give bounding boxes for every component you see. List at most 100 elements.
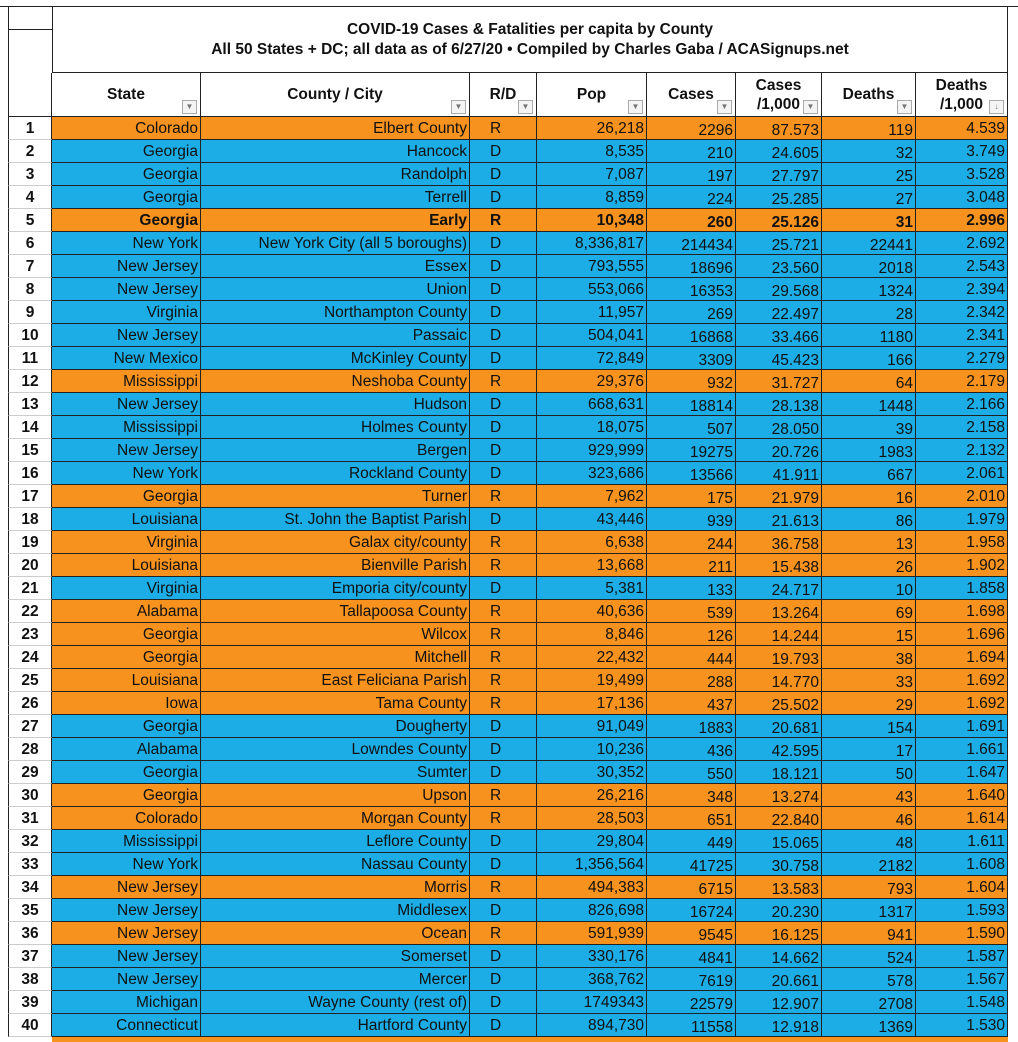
cell-deaths[interactable]: 1324 <box>822 278 916 301</box>
cell-party[interactable]: D <box>470 186 537 209</box>
cell-state[interactable]: New Jersey <box>52 278 201 301</box>
cell-population[interactable]: 43,446 <box>537 508 647 531</box>
cell-cases-per-1000[interactable]: 16.125 <box>736 922 822 945</box>
cell-cases-per-1000[interactable]: 21.979 <box>736 485 822 508</box>
header-deaths-per-1000[interactable]: Deaths /1,000 ↓ <box>916 73 1008 117</box>
cell-cases-per-1000[interactable]: 28.138 <box>736 393 822 416</box>
cell-population[interactable]: 19,499 <box>537 669 647 692</box>
cell-deaths-per-1000[interactable]: 2.341 <box>916 324 1008 347</box>
cell-county[interactable]: Randolph <box>201 163 470 186</box>
cell-cases-per-1000[interactable]: 27.797 <box>736 163 822 186</box>
cell-party[interactable]: R <box>470 922 537 945</box>
cell-cases-per-1000[interactable]: 25.721 <box>736 232 822 255</box>
cell-row-number[interactable]: 30 <box>8 784 52 807</box>
cell-row-number[interactable]: 23 <box>8 623 52 646</box>
cell-state[interactable]: New Jersey <box>52 945 201 968</box>
cell-population[interactable]: 22,432 <box>537 646 647 669</box>
cell-state[interactable]: Alabama <box>52 600 201 623</box>
cell-deaths[interactable]: 10 <box>822 577 916 600</box>
cell-cases-per-1000[interactable]: 13.583 <box>736 876 822 899</box>
cell-population[interactable]: 91,049 <box>537 715 647 738</box>
cell-party[interactable]: R <box>470 209 537 232</box>
cell-state[interactable]: Virginia <box>52 531 201 554</box>
cell-population[interactable]: 26,218 <box>537 117 647 140</box>
cell-deaths-per-1000[interactable]: 2.279 <box>916 347 1008 370</box>
cell-row-number[interactable]: 9 <box>8 301 52 324</box>
cell-county[interactable]: Neshoba County <box>201 370 470 393</box>
cell-cases[interactable]: 939 <box>647 508 736 531</box>
cell-state[interactable]: Georgia <box>52 784 201 807</box>
cell-deaths-per-1000[interactable]: 1.647 <box>916 761 1008 784</box>
cell-party[interactable]: R <box>470 531 537 554</box>
cell-state[interactable]: Iowa <box>52 692 201 715</box>
header-cases[interactable]: Cases ▼ <box>647 73 736 117</box>
cell-population[interactable]: 28,503 <box>537 807 647 830</box>
cell-population[interactable]: 1,356,564 <box>537 853 647 876</box>
cell-deaths-per-1000[interactable]: 2.394 <box>916 278 1008 301</box>
cell-party[interactable]: D <box>470 439 537 462</box>
cell-state[interactable]: Virginia <box>52 301 201 324</box>
cell-cases[interactable]: 3309 <box>647 347 736 370</box>
cell-party[interactable]: R <box>470 876 537 899</box>
cell-row-number[interactable]: 2 <box>8 140 52 163</box>
cell-cases-per-1000[interactable]: 14.244 <box>736 623 822 646</box>
cell-population[interactable]: 793,555 <box>537 255 647 278</box>
cell-cases-per-1000[interactable]: 13.264 <box>736 600 822 623</box>
cell-county[interactable]: Essex <box>201 255 470 278</box>
cell-deaths-per-1000[interactable]: 2.010 <box>916 485 1008 508</box>
cell-deaths[interactable]: 31 <box>822 209 916 232</box>
cell-deaths-per-1000[interactable]: 3.749 <box>916 140 1008 163</box>
cell-deaths[interactable]: 22441 <box>822 232 916 255</box>
cell-row-number[interactable]: 22 <box>8 600 52 623</box>
cell-deaths[interactable]: 27 <box>822 186 916 209</box>
cell-population[interactable]: 29,804 <box>537 830 647 853</box>
cell-deaths-per-1000[interactable]: 1.608 <box>916 853 1008 876</box>
cell-row-number[interactable]: 24 <box>8 646 52 669</box>
cell-state[interactable]: Louisiana <box>52 554 201 577</box>
cell-party[interactable]: D <box>470 853 537 876</box>
cell-county[interactable]: Somerset <box>201 945 470 968</box>
cell-party[interactable]: D <box>470 301 537 324</box>
cell-county[interactable]: Dougherty <box>201 715 470 738</box>
cell-state[interactable]: Georgia <box>52 186 201 209</box>
cell-party[interactable]: D <box>470 830 537 853</box>
cell-cases-per-1000[interactable]: 22.497 <box>736 301 822 324</box>
cell-cases[interactable]: 9545 <box>647 922 736 945</box>
cell-cases-per-1000[interactable]: 42.595 <box>736 738 822 761</box>
cell-population[interactable]: 368,762 <box>537 968 647 991</box>
cell-cases-per-1000[interactable]: 20.230 <box>736 899 822 922</box>
cell-cases[interactable]: 133 <box>647 577 736 600</box>
cell-population[interactable]: 5,381 <box>537 577 647 600</box>
cell-deaths-per-1000[interactable]: 1.958 <box>916 531 1008 554</box>
cell-row-number[interactable]: 8 <box>8 278 52 301</box>
cell-party[interactable]: D <box>470 968 537 991</box>
cell-deaths-per-1000[interactable]: 1.614 <box>916 807 1008 830</box>
cell-state[interactable]: Georgia <box>52 623 201 646</box>
cell-row-number[interactable]: 35 <box>8 899 52 922</box>
cell-deaths[interactable]: 1180 <box>822 324 916 347</box>
cell-row-number[interactable]: 1 <box>8 117 52 140</box>
cell-deaths-per-1000[interactable]: 1.691 <box>916 715 1008 738</box>
cell-population[interactable]: 494,383 <box>537 876 647 899</box>
cell-party[interactable]: D <box>470 324 537 347</box>
cell-deaths[interactable]: 793 <box>822 876 916 899</box>
cell-cases-per-1000[interactable]: 12.918 <box>736 1014 822 1037</box>
cell-cases[interactable]: 18696 <box>647 255 736 278</box>
cell-row-number[interactable]: 7 <box>8 255 52 278</box>
cell-deaths-per-1000[interactable]: 1.902 <box>916 554 1008 577</box>
cell-deaths-per-1000[interactable]: 1.548 <box>916 991 1008 1014</box>
cell-population[interactable]: 826,698 <box>537 899 647 922</box>
cell-county[interactable]: Rockland County <box>201 462 470 485</box>
cell-deaths-per-1000[interactable]: 2.692 <box>916 232 1008 255</box>
cell-deaths-per-1000[interactable]: 1.661 <box>916 738 1008 761</box>
cell-county[interactable]: Bienville Parish <box>201 554 470 577</box>
cell-deaths[interactable]: 38 <box>822 646 916 669</box>
cell-cases[interactable]: 224 <box>647 186 736 209</box>
cell-state[interactable]: New York <box>52 853 201 876</box>
cell-state[interactable]: New Jersey <box>52 968 201 991</box>
cell-cases[interactable]: 4841 <box>647 945 736 968</box>
cell-population[interactable]: 668,631 <box>537 393 647 416</box>
cell-deaths-per-1000[interactable]: 1.611 <box>916 830 1008 853</box>
cell-row-number[interactable]: 40 <box>8 1014 52 1037</box>
cell-deaths[interactable]: 1448 <box>822 393 916 416</box>
